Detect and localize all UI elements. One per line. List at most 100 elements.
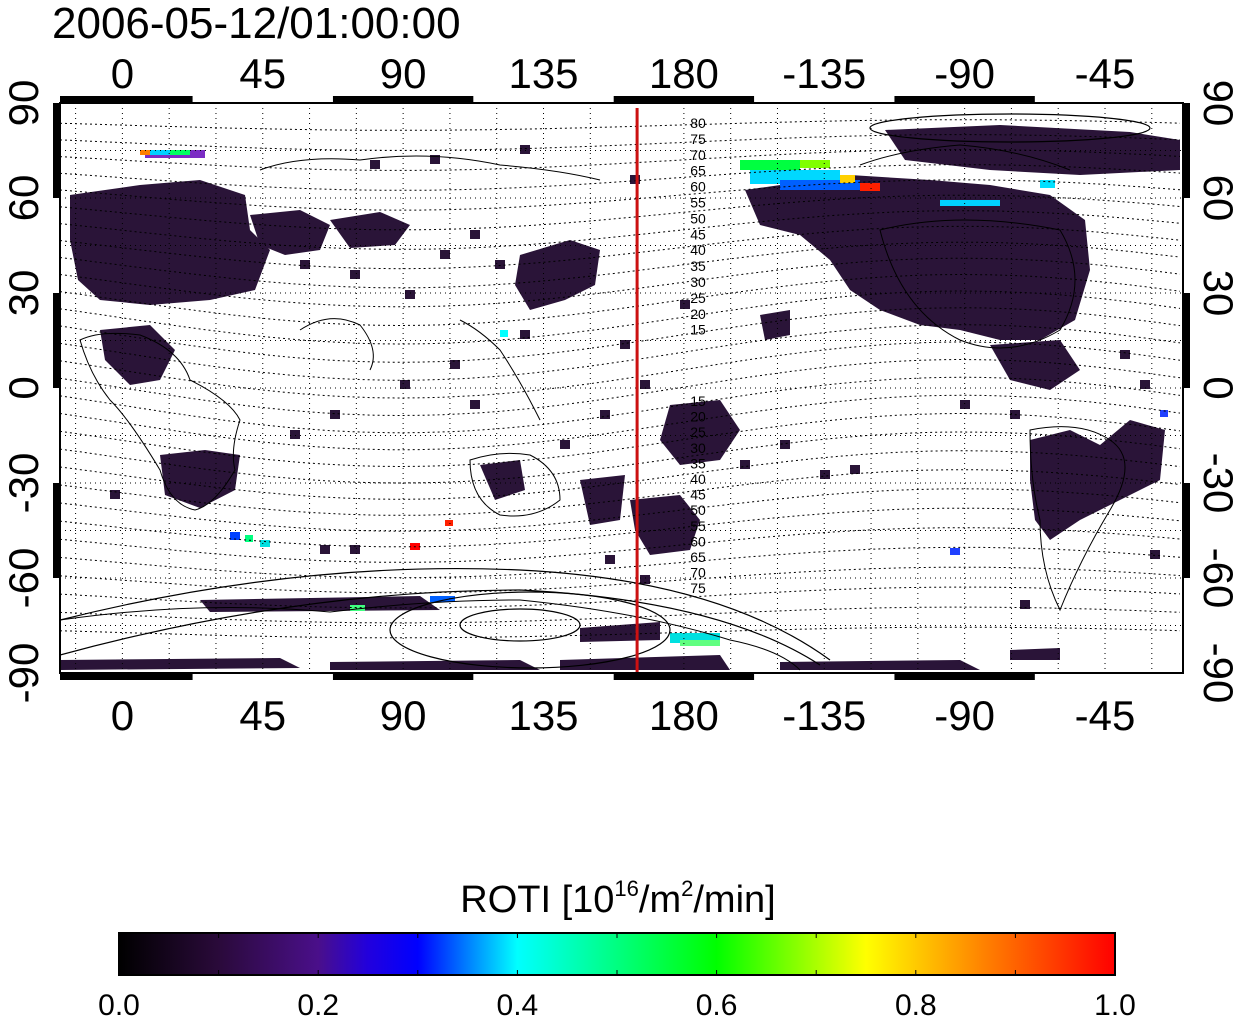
contour-line [60, 225, 1181, 270]
left-lat-label: 60 [0, 175, 47, 222]
timestamp-title: 2006-05-12/01:00:00 [52, 0, 461, 48]
right-lat-label: 0 [1195, 376, 1240, 399]
contour-line [60, 507, 1181, 548]
contour-label-north: 65 [690, 163, 706, 179]
colorbar-tick-label: 0.0 [98, 989, 140, 1022]
top-lon-label: 90 [380, 50, 427, 97]
contour-line [60, 194, 1181, 231]
colorbar-title: ROTI [1016/m2/min] [460, 876, 775, 921]
frame-bar-bottom [332, 674, 474, 680]
contour-label-south: 15 [690, 393, 706, 409]
contour-label-north: 15 [690, 322, 706, 338]
left-lat-label: -90 [0, 643, 47, 704]
contour-label-north: 70 [690, 147, 706, 163]
left-lat-label: -30 [0, 453, 47, 514]
roti-scatter-cells [110, 145, 1160, 609]
contour-line [60, 210, 1181, 250]
bottom-lon-label: 45 [239, 692, 286, 739]
top-lon-label: 45 [239, 50, 286, 97]
frame-bar-bottom [894, 674, 1035, 680]
bottom-lon-label: 90 [380, 692, 427, 739]
colorbar-tick-label: 0.8 [895, 989, 937, 1022]
frame-bar-bottom [60, 674, 193, 680]
frame-bar-top [613, 96, 755, 102]
colorbar-tick-label: 0.2 [297, 989, 339, 1022]
bottom-longitude-labels: 0 45 90 135 180 -135 -90 -45 [111, 692, 1136, 739]
frame-bar-left [53, 103, 59, 198]
top-lon-label: -90 [934, 50, 995, 97]
colorbar-minor-ticks [218, 933, 1116, 975]
contour-line [60, 119, 1181, 131]
left-lat-label: 0 [0, 376, 47, 399]
right-lat-label: 60 [1195, 175, 1240, 222]
bottom-lon-label: 135 [508, 692, 578, 739]
contour-label-north: 20 [690, 306, 706, 322]
contour-line [60, 566, 1181, 594]
frame-bar-left [53, 293, 59, 388]
contour-label-north: 75 [690, 131, 706, 147]
contour-label-south: 60 [690, 533, 706, 549]
lat-lon-grid [60, 103, 1183, 673]
contour-label-north: 55 [690, 195, 706, 211]
contour-label-south: 35 [690, 455, 706, 471]
contour-label-south: 70 [690, 565, 706, 581]
left-lat-label: -60 [0, 548, 47, 609]
frame-tick-bars [53, 96, 1190, 680]
contour-label-north: 45 [690, 226, 706, 242]
right-lat-label: -30 [1195, 453, 1240, 514]
contour-label-south: 45 [690, 487, 706, 503]
left-latitude-labels: 90 60 30 0 -30 -60 -90 [0, 80, 47, 704]
contour-label-south: 50 [690, 502, 706, 518]
top-longitude-labels: 0 45 90 135 180 -135 -90 -45 [111, 50, 1136, 97]
contour-label-south: 75 [690, 580, 706, 596]
contour-label-north: 30 [690, 274, 706, 290]
map-frame [59, 102, 1184, 674]
frame-bar-left [53, 483, 59, 578]
frame-bar-top [894, 96, 1035, 102]
magnetic-contours [60, 119, 1181, 639]
left-lat-label: 30 [0, 270, 47, 317]
colorbar-tick-label: 1.0 [1094, 989, 1136, 1022]
southern-contours [60, 113, 1151, 669]
right-lat-label: -90 [1195, 643, 1240, 704]
contour-line [60, 149, 1181, 171]
colorbar-tick-label: 0.6 [696, 989, 738, 1022]
contour-label-south: 65 [690, 549, 706, 565]
bottom-lon-label: -135 [782, 692, 866, 739]
colorbar-gradient [118, 932, 1116, 976]
top-lon-label: -135 [782, 50, 866, 97]
contour-line [60, 488, 1181, 532]
top-lon-label: 0 [111, 50, 134, 97]
contour-label-north: 80 [690, 115, 706, 131]
frame-bar-bottom [613, 674, 755, 680]
contour-label-south: 20 [690, 409, 706, 425]
right-latitude-labels: 90 60 30 0 -30 -60 -90 [1195, 80, 1240, 704]
frame-bar-right [1184, 103, 1190, 198]
right-lat-label: 90 [1195, 80, 1240, 127]
bottom-lon-label: 180 [649, 692, 719, 739]
coastlines [60, 144, 1126, 671]
contour-line [60, 546, 1181, 579]
contour-label-north: 40 [690, 242, 706, 258]
frame-bar-right [1184, 483, 1190, 578]
contour-line [60, 606, 1181, 624]
top-lon-label: 180 [649, 50, 719, 97]
bottom-lon-label: 0 [111, 692, 134, 739]
frame-bar-top [60, 96, 193, 102]
contour-label-south: 40 [690, 471, 706, 487]
top-lon-label: 135 [508, 50, 578, 97]
contour-line [60, 134, 1181, 151]
contour-label-south: 30 [690, 440, 706, 456]
frame-bar-right [1184, 293, 1190, 388]
contour-line [60, 626, 1181, 639]
roti-high-spots [140, 150, 1168, 646]
top-lon-label: -45 [1075, 50, 1136, 97]
contour-label-north: 50 [690, 210, 706, 226]
bottom-lon-label: -45 [1075, 692, 1136, 739]
contour-label-south: 25 [690, 424, 706, 440]
roti-data-patches [60, 125, 1180, 670]
contour-line [60, 164, 1181, 191]
